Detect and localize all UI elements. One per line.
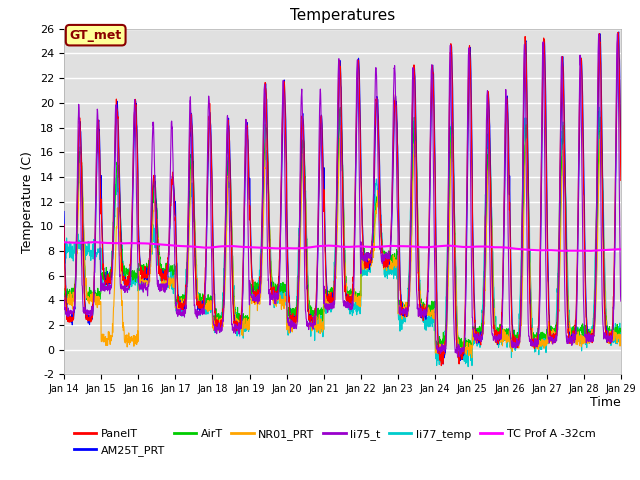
li75_t [358,256,366,262]
X-axis label: Time: Time [590,396,621,408]
NR01_PRT [359,261,367,267]
AirT [457,348,465,354]
li77_temp [60,250,68,255]
PanelT [358,230,366,236]
PanelT [504,152,512,157]
li77_temp [464,364,472,370]
li75_t [454,354,461,360]
AM25T_PRT [358,221,366,227]
Line: AM25T_PRT: AM25T_PRT [64,32,621,364]
NR01_PRT [216,328,223,334]
li77_temp [584,333,591,339]
NR01_PRT [371,231,379,237]
li77_temp [568,333,575,339]
Title: Temperatures: Temperatures [290,9,395,24]
TC Prof A -32cm [359,244,367,250]
NR01_PRT [60,297,68,303]
NR01_PRT [505,338,513,344]
Y-axis label: Temperature (C): Temperature (C) [22,151,35,252]
AirT [505,326,513,332]
AirT [216,316,223,322]
AirT [617,329,625,335]
PanelT [584,333,591,339]
AM25T_PRT [504,127,512,132]
PanelT [371,152,378,157]
AirT [337,105,344,110]
AirT [584,330,591,336]
AM25T_PRT [216,323,223,328]
AirT [359,251,367,257]
TC Prof A -32cm [90,239,97,245]
li75_t [60,293,68,299]
Line: li77_temp: li77_temp [64,108,621,367]
li75_t [371,123,378,129]
TC Prof A -32cm [568,248,575,253]
TC Prof A -32cm [504,245,512,251]
AM25T_PRT [617,148,625,154]
TC Prof A -32cm [584,248,591,253]
PanelT [438,363,445,369]
AirT [60,286,68,291]
Line: TC Prof A -32cm: TC Prof A -32cm [64,242,621,251]
AM25T_PRT [615,29,623,35]
li77_temp [371,192,378,198]
li77_temp [596,105,604,110]
NR01_PRT [337,123,344,129]
li77_temp [617,333,625,339]
li75_t [216,320,223,326]
Line: NR01_PRT: NR01_PRT [64,126,621,359]
TC Prof A -32cm [586,248,593,254]
Line: li75_t: li75_t [64,34,621,357]
PanelT [216,325,223,331]
AM25T_PRT [439,361,447,367]
TC Prof A -32cm [216,244,223,250]
PanelT [60,222,68,228]
TC Prof A -32cm [617,246,625,252]
Line: PanelT: PanelT [64,33,621,366]
Text: GT_met: GT_met [70,29,122,42]
PanelT [617,178,625,183]
NR01_PRT [584,341,591,347]
li75_t [617,298,625,304]
PanelT [568,334,575,339]
Line: AirT: AirT [64,108,621,351]
AM25T_PRT [60,209,68,215]
li77_temp [216,318,223,324]
li77_temp [358,273,366,279]
li75_t [614,31,621,36]
TC Prof A -32cm [60,240,68,245]
Legend: PanelT, AM25T_PRT, AirT, NR01_PRT, li75_t, li77_temp, TC Prof A -32cm: PanelT, AM25T_PRT, AirT, NR01_PRT, li75_… [70,425,600,460]
AirT [568,330,576,336]
li75_t [568,343,575,348]
NR01_PRT [568,331,576,337]
li77_temp [504,327,512,333]
NR01_PRT [617,332,625,337]
TC Prof A -32cm [371,244,379,250]
li75_t [504,246,512,252]
AM25T_PRT [568,339,575,345]
NR01_PRT [436,356,444,361]
PanelT [614,30,622,36]
AM25T_PRT [584,324,591,329]
AM25T_PRT [371,168,378,174]
AirT [371,220,379,226]
li75_t [584,336,591,341]
